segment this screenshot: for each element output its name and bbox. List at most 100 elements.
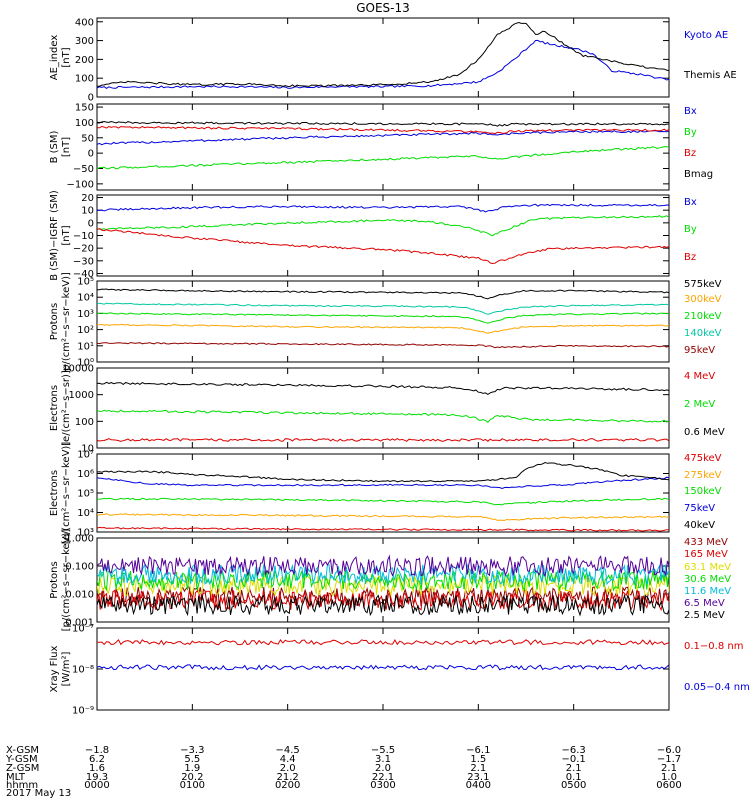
legend-2-5-mev: 2.5 MeV: [684, 610, 725, 621]
date-label: 2017 May 13: [6, 788, 71, 799]
series-line-by: [97, 215, 669, 237]
series-line-575kev: [97, 288, 669, 300]
footer-value: 1.6: [89, 763, 105, 774]
y-axis-label: Protons: [49, 561, 60, 598]
y-axis-label: [e/(cm²−s−sr)]: [61, 370, 72, 446]
footer-value: 2.0: [280, 763, 296, 774]
y-tick-label: 10⁻⁸: [72, 665, 94, 676]
footer-label-z-gsm: Z-GSM: [6, 763, 39, 774]
y-axis-label: [nT]: [61, 225, 72, 245]
footer-value: −1.7: [657, 754, 681, 765]
legend-0-05-0-4-nm: 0.05−0.4 nm: [684, 682, 750, 693]
footer-value: 4.4: [280, 754, 296, 765]
y-tick-label: 10⁻⁷: [72, 624, 94, 635]
series-line-150kev: [97, 497, 669, 506]
panel-2: −100 −50 0 50 100 150 B (SM) [nT] Bx By Bz Bmag: [49, 103, 713, 191]
y-axis-label: [nT]: [61, 47, 72, 67]
panel-1: 0 100 200 300 400 AE_index [nT] Kyoto AE Themis …: [49, 17, 737, 103]
series-line-140kev: [97, 302, 669, 315]
series-line-bz: [97, 228, 669, 265]
panel-6: 10³ 10⁴ 10⁵ 10⁶ 10⁷ Electrons [e/(cm²−s−sr−keV…: [49, 442, 722, 545]
footer-value: 0000: [84, 780, 109, 791]
footer-value: −6.1: [466, 745, 490, 756]
footer-value: 1.9: [184, 763, 200, 774]
y-tick-label: 0: [88, 149, 94, 160]
series-line-475kev: [97, 526, 669, 532]
y-tick-label: −20: [73, 244, 94, 255]
legend-275kev: 275keV: [684, 470, 722, 481]
y-tick-label: 10: [81, 206, 94, 217]
y-tick-label: 10: [81, 444, 94, 455]
y-tick-label: 0.001: [65, 618, 94, 629]
legend-150kev: 150keV: [684, 486, 722, 497]
y-tick-label: 10³: [77, 528, 94, 539]
footer-label-x-gsm: X-GSM: [6, 745, 39, 756]
series-line-themis-ae: [97, 21, 669, 88]
y-axis-label: [W/m²]: [61, 651, 72, 686]
panel-frame: [96, 17, 670, 98]
legend-bx: Bx: [684, 197, 697, 208]
series-line-bx: [97, 203, 669, 213]
y-axis-label: [nT]: [61, 137, 72, 157]
series-line-0-6-mev: [97, 381, 669, 395]
footer-value: 0600: [656, 780, 681, 791]
legend-63-1-mev: 63.1 MeV: [684, 562, 731, 573]
footer-value: 19.3: [86, 772, 108, 783]
y-tick-label: 400: [75, 17, 94, 28]
legend-300kev: 300keV: [684, 294, 722, 305]
footer-value: 20.2: [181, 772, 203, 783]
y-tick-label: 100: [75, 417, 94, 428]
y-tick-label: 150: [75, 103, 94, 114]
panel-frame: [96, 103, 670, 191]
y-tick-label: 100: [75, 118, 94, 129]
legend-0-1-0-8-nm: 0.1−0.8 nm: [684, 641, 743, 652]
footer-value: 2.0: [375, 763, 391, 774]
series-line-210kev: [97, 312, 669, 324]
footer-value: 5.5: [184, 754, 200, 765]
footer-label-hhmm: hhmm: [6, 780, 38, 791]
series-line-by: [97, 146, 669, 170]
series-line-2-5-mev: [97, 593, 669, 617]
footer-value: −4.5: [276, 745, 300, 756]
y-tick-label: 0.100: [65, 562, 94, 573]
panel-frame: [96, 280, 670, 363]
y-tick-label: 1000: [69, 390, 94, 401]
legend-2-mev: 2 MeV: [684, 399, 715, 410]
series-line-75kev: [97, 476, 669, 490]
legend-bmag: Bmag: [684, 169, 713, 180]
y-tick-label: 1.000: [65, 534, 94, 545]
footer-value: 0400: [466, 780, 491, 791]
y-axis-label: B (SM)−IGRF (SM): [49, 190, 60, 281]
footer-value: 0300: [370, 780, 395, 791]
series-line-bmag: [97, 120, 669, 127]
footer-value: 21.2: [277, 772, 299, 783]
y-tick-label: 10⁵: [77, 489, 94, 500]
panel-8: 10⁻⁹ 10⁻⁸ 10⁻⁷ Xray Flux [W/m²] 0.1−0.8 nm 0.0…: [49, 624, 750, 717]
y-tick-label: 10⁷: [77, 450, 94, 461]
series-line-11-6-mev: [97, 563, 669, 587]
footer-value: −0.1: [562, 754, 586, 765]
y-tick-label: 10000: [62, 364, 94, 375]
y-tick-label: 50: [81, 133, 94, 144]
footer-value: −5.5: [371, 745, 395, 756]
series-line-bx: [97, 130, 669, 146]
y-axis-label: AE_index: [49, 35, 60, 81]
y-axis-label: Xray Flux: [49, 645, 60, 692]
legend-433-mev: 433 MeV: [684, 537, 728, 548]
series-line-40kev: [97, 461, 669, 483]
y-tick-label: 20: [81, 193, 94, 204]
series-line-0-05-0-4-nm: [97, 664, 669, 671]
legend-75kev: 75keV: [684, 503, 715, 514]
y-axis-label: [p/(cm²−s−sr−keV)]: [61, 529, 72, 632]
y-tick-label: 0: [88, 218, 94, 229]
legend-6-5-mev: 6.5 MeV: [684, 598, 725, 609]
y-tick-label: 10⁵: [77, 277, 94, 288]
series-line-kyoto-ae: [97, 39, 669, 90]
legend-by: By: [684, 224, 697, 235]
footer-value: −3.3: [180, 745, 204, 756]
panel-4: 10⁰ 10¹ 10² 10³ 10⁴ 10⁵ Protons p/(cm²−s−sr−keV…: [49, 272, 722, 371]
series-line-bz: [97, 125, 669, 135]
footer-value: −1.8: [85, 745, 109, 756]
